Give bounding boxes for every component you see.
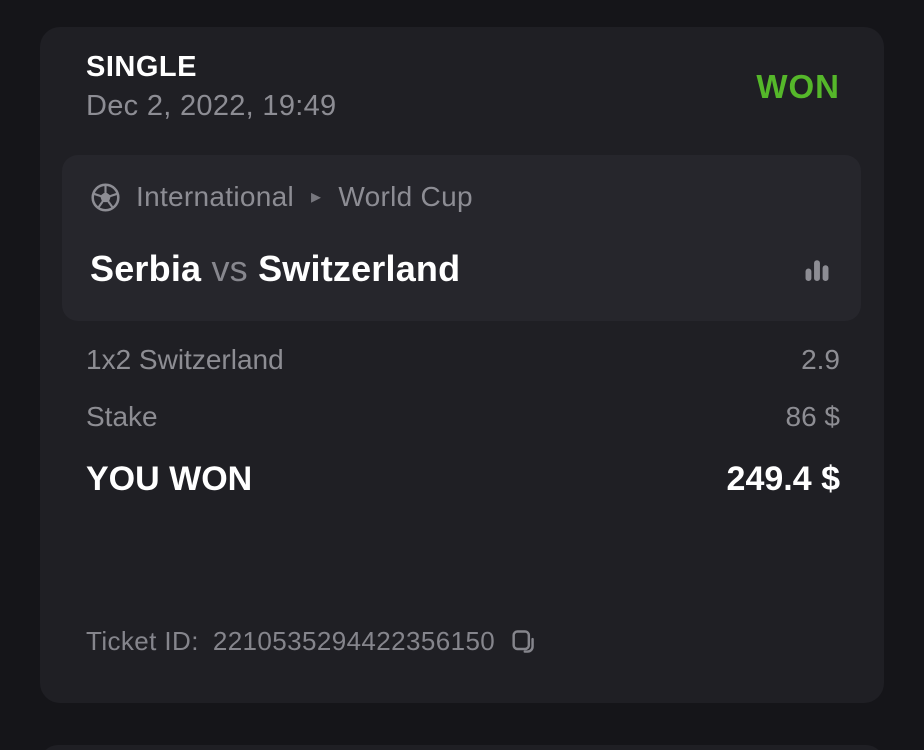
ticket-id-label: Ticket ID: bbox=[86, 626, 199, 656]
stake-label: Stake bbox=[86, 401, 158, 432]
ticket-header-left: SINGLE Dec 2, 2022, 19:49 bbox=[86, 51, 336, 123]
stake-value: 86 $ bbox=[785, 401, 841, 432]
match-row: Serbia vs Switzerland bbox=[90, 245, 833, 293]
match-title: Serbia vs Switzerland bbox=[90, 248, 460, 290]
away-team: Switzerland bbox=[258, 248, 461, 289]
breadcrumb-tournament: World Cup bbox=[338, 181, 473, 212]
ticket-header: SINGLE Dec 2, 2022, 19:49 WON bbox=[86, 51, 840, 123]
status-badge: WON bbox=[756, 68, 840, 105]
bet-ticket-card[interactable]: SINGLE Dec 2, 2022, 19:49 WON bbox=[40, 27, 884, 703]
selection-odds: 2.9 bbox=[801, 344, 840, 375]
breadcrumb: International ▸ World Cup bbox=[90, 181, 833, 213]
match-panel[interactable]: International ▸ World Cup Serbia vs Swit… bbox=[62, 155, 861, 321]
next-ticket-card-peek[interactable] bbox=[40, 745, 884, 750]
breadcrumb-separator-icon: ▸ bbox=[311, 186, 322, 208]
ticket-id-value: 2210535294422356150 bbox=[212, 626, 496, 656]
selection-label: 1x2 Switzerland bbox=[86, 344, 284, 375]
home-team: Serbia bbox=[90, 248, 202, 289]
bet-type-label: SINGLE bbox=[86, 51, 197, 83]
stake-row: Stake 86 $ bbox=[86, 400, 840, 433]
bet-details: 1x2 Switzerland 2.9 Stake 86 $ YOU WON 2… bbox=[86, 343, 840, 499]
vs-label: vs bbox=[211, 248, 248, 289]
breadcrumb-category: International bbox=[136, 181, 295, 212]
bet-datetime: Dec 2, 2022, 19:49 bbox=[86, 90, 337, 122]
winnings-row: YOU WON 249.4 $ bbox=[86, 459, 840, 499]
winnings-label: YOU WON bbox=[86, 460, 253, 498]
copy-icon[interactable] bbox=[509, 627, 537, 657]
soccer-ball-icon bbox=[90, 182, 121, 213]
selection-row: 1x2 Switzerland 2.9 bbox=[86, 343, 840, 376]
winnings-value: 249.4 $ bbox=[726, 460, 840, 498]
stats-bar-chart-icon[interactable] bbox=[801, 252, 833, 286]
ticket-id-line: Ticket ID: 2210535294422356150 bbox=[86, 626, 537, 657]
